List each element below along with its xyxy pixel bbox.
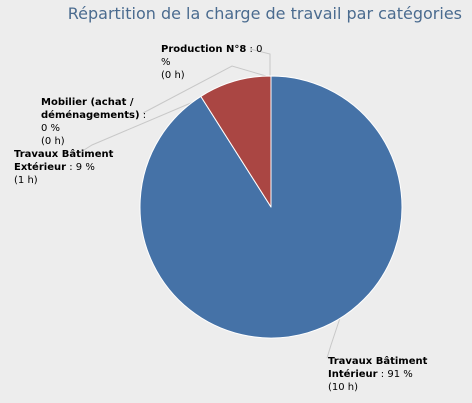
pie-slice-interieur <box>139 75 403 339</box>
chart-title: Répartition de la charge de travail par … <box>67 4 462 23</box>
data-label-exterieur-name-line1: Travaux Bâtiment <box>14 149 114 160</box>
data-label-production-pct-unit: % <box>161 57 171 68</box>
connector-line-production <box>249 48 271 76</box>
data-label-exterieur-name-line2: Extérieur <box>14 162 67 173</box>
connector-line-interieur <box>326 317 341 359</box>
data-label-production-sep: : <box>246 44 257 55</box>
pie-slices <box>139 75 403 339</box>
data-label-production-pct: 0 <box>256 44 263 55</box>
connector-lines <box>83 48 341 359</box>
data-label-interieur-hours: (10 h) <box>328 382 359 393</box>
data-label-interieur-sep: : <box>377 369 388 380</box>
data-label-interieur-name-line2: Intérieur <box>328 369 378 380</box>
data-label-mobilier-sep: : <box>139 110 147 121</box>
connector-line-mobilier <box>142 65 267 114</box>
data-label-production: Production N°8 : 0 % (0 h) <box>161 43 262 82</box>
data-label-exterieur-sep: : <box>66 162 76 173</box>
data-label-mobilier-name-line2: déménagements) <box>41 110 140 121</box>
data-label-mobilier-name-line1: Mobilier (achat / <box>41 97 134 108</box>
data-label-mobilier-hours: (0 h) <box>41 136 65 147</box>
data-label-mobilier-pct: 0 % <box>41 123 61 134</box>
data-label-interieur: Travaux Bâtiment Intérieur : 91 % (10 h) <box>328 355 427 394</box>
data-label-production-name: Production N°8 <box>161 44 247 55</box>
data-label-mobilier: Mobilier (achat / déménagements) : 0 % (… <box>41 96 146 148</box>
pie-slice-exterieur <box>200 75 272 208</box>
data-label-interieur-pct: 91 % <box>387 369 413 380</box>
connector-line-exterieur <box>83 96 206 151</box>
data-label-exterieur: Travaux Bâtiment Extérieur : 9 % (1 h) <box>14 148 113 187</box>
data-label-production-hours: (0 h) <box>161 70 185 81</box>
data-label-exterieur-hours: (1 h) <box>14 175 38 186</box>
data-label-interieur-name-line1: Travaux Bâtiment <box>328 356 428 367</box>
data-label-exterieur-pct: 9 % <box>75 162 95 173</box>
